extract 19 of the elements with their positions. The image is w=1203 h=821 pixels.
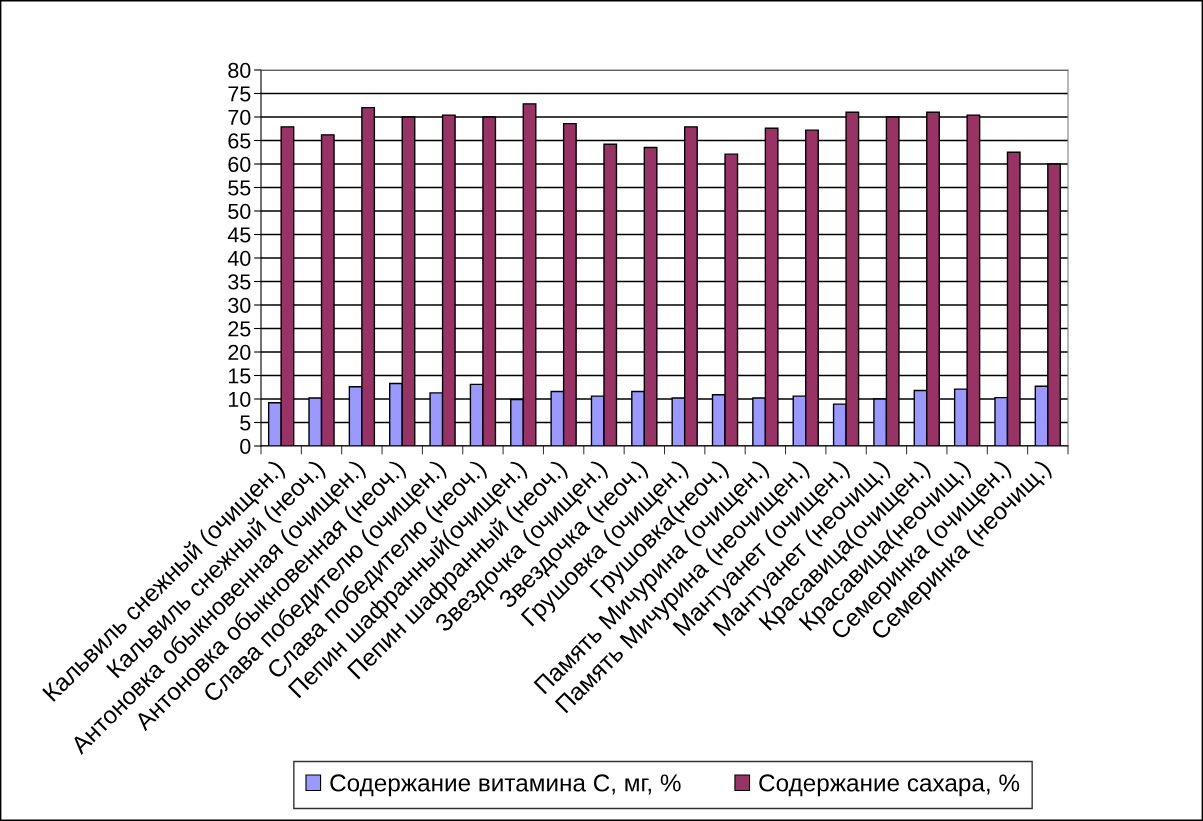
y-tick-label: 15 (228, 368, 251, 384)
legend-label: Содержание витамина С, мг, % (330, 774, 681, 797)
y-tick-label: 25 (228, 321, 251, 337)
y-tick-label: 10 (228, 391, 251, 408)
y-tick-label: 30 (228, 297, 251, 314)
y-tick-label: 40 (227, 250, 251, 267)
y-tick-label: 20 (228, 344, 251, 361)
y-tick-label: 0 (240, 438, 251, 455)
y-tick-label: 35 (228, 274, 251, 290)
y-tick-label: 60 (228, 156, 251, 173)
y-tick-label: 5 (240, 415, 251, 431)
y-tick-label: 50 (228, 203, 251, 220)
y-tick-label: 65 (228, 133, 251, 149)
y-tick-label: 70 (228, 109, 251, 126)
y-tick-label: 80 (228, 62, 251, 79)
y-tick-label: 45 (227, 227, 251, 243)
legend-label: Содержание сахара, % (759, 774, 1020, 797)
y-tick-label: 75 (228, 86, 251, 102)
y-tick-label: 55 (228, 180, 251, 196)
